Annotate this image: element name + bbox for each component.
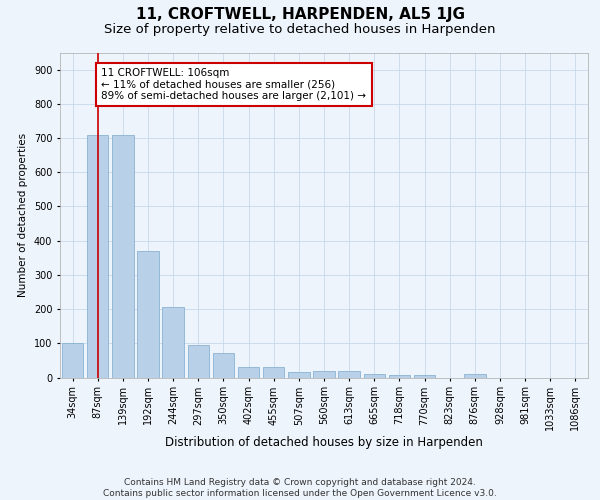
Bar bbox=[112, 134, 134, 378]
Text: Size of property relative to detached houses in Harpenden: Size of property relative to detached ho… bbox=[104, 22, 496, 36]
Text: 11 CROFTWELL: 106sqm
← 11% of detached houses are smaller (256)
89% of semi-deta: 11 CROFTWELL: 106sqm ← 11% of detached h… bbox=[101, 68, 367, 101]
Bar bbox=[238, 367, 259, 378]
Bar bbox=[188, 345, 209, 378]
Bar bbox=[313, 372, 335, 378]
Bar bbox=[263, 366, 284, 378]
Y-axis label: Number of detached properties: Number of detached properties bbox=[19, 133, 28, 297]
Bar bbox=[389, 375, 410, 378]
Bar bbox=[213, 353, 234, 378]
Bar bbox=[338, 372, 360, 378]
Text: Contains HM Land Registry data © Crown copyright and database right 2024.
Contai: Contains HM Land Registry data © Crown c… bbox=[103, 478, 497, 498]
Bar bbox=[62, 344, 83, 378]
Bar bbox=[364, 374, 385, 378]
Bar bbox=[288, 372, 310, 378]
Bar bbox=[464, 374, 485, 378]
Bar bbox=[137, 251, 158, 378]
Bar bbox=[87, 134, 109, 378]
Bar bbox=[163, 306, 184, 378]
Text: 11, CROFTWELL, HARPENDEN, AL5 1JG: 11, CROFTWELL, HARPENDEN, AL5 1JG bbox=[136, 8, 464, 22]
X-axis label: Distribution of detached houses by size in Harpenden: Distribution of detached houses by size … bbox=[165, 436, 483, 449]
Bar bbox=[414, 375, 435, 378]
